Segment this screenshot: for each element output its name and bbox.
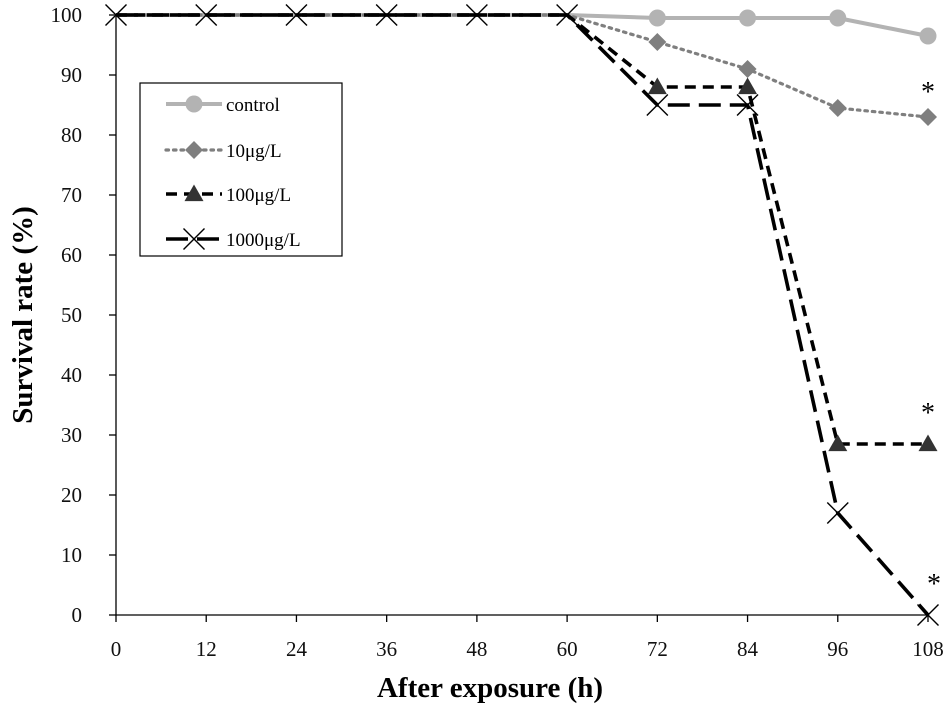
x-tick-label: 48 [466, 637, 487, 661]
data-point-triangle [184, 184, 204, 202]
y-tick-label: 50 [61, 303, 82, 327]
y-tick-label: 60 [61, 243, 82, 267]
legend-entry-1000gl: 1000μg/L [166, 228, 301, 251]
data-point-x [183, 228, 205, 250]
significance-asterisk: * [927, 569, 941, 600]
data-point-x [556, 4, 579, 26]
significance-asterisk: * [921, 77, 935, 108]
legend-label: 1000μg/L [226, 230, 301, 251]
y-tick-label: 10 [61, 543, 82, 567]
legend-label: 100μg/L [226, 185, 291, 206]
legend-label: control [226, 95, 280, 116]
legend-entry-100gl: 100μg/L [166, 184, 291, 206]
data-point-x [917, 604, 939, 626]
data-point-x [105, 4, 127, 26]
x-tick-label: 0 [111, 637, 122, 661]
legend-entry-control: control [166, 95, 280, 116]
data-point-diamond [828, 99, 847, 117]
series-layer [105, 4, 939, 626]
y-tick-label: 30 [61, 423, 82, 447]
series-line [116, 13, 930, 617]
y-axis-title: Survival rate (%) [7, 206, 39, 423]
data-point-x [195, 4, 218, 26]
x-tick-label: 60 [557, 637, 578, 661]
data-point-triangle [738, 77, 758, 95]
data-point-circle [829, 9, 847, 27]
data-point-triangle [828, 434, 848, 452]
data-point-diamond [185, 141, 203, 159]
x-tick-label: 36 [376, 637, 397, 661]
data-point-x [646, 94, 669, 116]
x-axis-title: After exposure (h) [377, 672, 603, 704]
data-point-circle [739, 9, 757, 27]
legend-label: 10μg/L [226, 141, 282, 162]
y-tick-label: 70 [61, 183, 82, 207]
y-tick-label: 20 [61, 483, 82, 507]
x-tick-label: 108 [912, 637, 944, 661]
series-1000gl [105, 4, 939, 626]
data-point-diamond [919, 108, 937, 126]
data-point-diamond [648, 33, 667, 51]
data-point-circle [648, 9, 666, 27]
data-point-x [736, 94, 759, 116]
y-tick-label: 40 [61, 363, 82, 387]
legend-box [139, 82, 343, 257]
series-line [116, 13, 929, 38]
x-tick-label: 72 [647, 637, 668, 661]
x-tick-label: 12 [196, 637, 217, 661]
axes: 0 12 24 36 48 60 72 84 96 108 0 10 20 30 40 50 60 70 80 90 1… [51, 3, 944, 661]
annotation-layer: * * * [921, 77, 941, 600]
significance-asterisk: * [921, 398, 935, 429]
data-point-triangle [918, 434, 938, 452]
data-point-diamond [738, 60, 757, 78]
legend: control 10μg/L 100μg/L 1000μg/L [164, 95, 301, 251]
legend-entry-10gl: 10μg/L [164, 141, 282, 162]
data-point-circle [185, 95, 203, 113]
x-tick-label: 24 [286, 637, 308, 661]
data-point-x [826, 502, 849, 524]
data-point-x [285, 4, 308, 26]
y-tick-label: 0 [72, 603, 83, 627]
y-tick-label: 100 [51, 3, 83, 27]
y-tick-label: 80 [61, 123, 82, 147]
data-point-circle [919, 27, 937, 45]
y-tick-label: 90 [61, 63, 82, 87]
data-point-x [375, 4, 398, 26]
x-tick-label: 96 [827, 637, 848, 661]
data-point-x [465, 4, 488, 26]
x-tick-label: 84 [737, 637, 759, 661]
data-point-triangle [647, 77, 667, 95]
